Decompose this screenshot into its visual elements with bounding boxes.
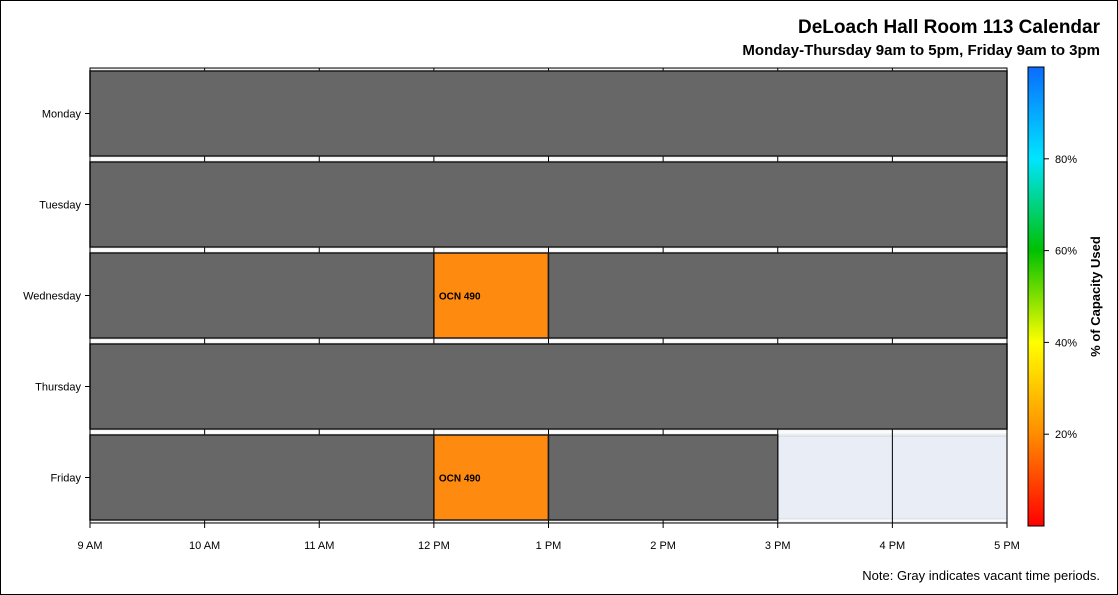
vacant-block (89, 70, 1008, 157)
vacant-block (89, 161, 1008, 248)
x-tick-label: 9 AM (77, 540, 102, 552)
y-tick-label: Thursday (35, 382, 81, 394)
chart-subtitle: Monday-Thursday 9am to 5pm, Friday 9am t… (742, 42, 1100, 59)
x-tick-label: 2 PM (650, 540, 676, 552)
x-tick-label: 10 AM (189, 540, 220, 552)
vacant-block (89, 252, 435, 339)
colorbar: 20% 40% 60% 80% % of Capacity Used (1027, 66, 1103, 527)
chart-title: DeLoach Hall Room 113 Calendar (798, 17, 1101, 38)
event-label: OCN 490 (439, 292, 481, 303)
x-tick-label: 11 AM (304, 540, 334, 552)
colorbar-ramp (1027, 66, 1045, 527)
y-tick-label: Monday (42, 109, 82, 121)
vacant-block (89, 434, 435, 521)
x-tick-label: 4 PM (880, 540, 906, 552)
chart-footnote: Note: Gray indicates vacant time periods… (862, 568, 1100, 583)
x-tick-label: 5 PM (994, 540, 1020, 552)
colorbar-title: % of Capacity Used (1088, 236, 1103, 357)
event-block (433, 434, 550, 521)
y-tick-label: Tuesday (39, 200, 81, 212)
vacant-block (547, 434, 779, 521)
vacant-block (547, 252, 1008, 339)
y-tick-label: Friday (50, 473, 81, 485)
event-block (433, 252, 550, 339)
colorbar-tick-label: 60% (1055, 246, 1077, 258)
colorbar-tick-label: 40% (1055, 337, 1077, 349)
x-tick-label: 1 PM (536, 540, 562, 552)
colorbar-tick-label: 20% (1055, 429, 1077, 441)
colorbar-tick-label: 80% (1055, 154, 1077, 166)
y-tick-label: Wednesday (23, 291, 81, 303)
plot-area: Monday Tuesday OCN 490 Wednesday Thursday OCN… (23, 67, 1020, 552)
x-tick-label: 3 PM (765, 540, 791, 552)
event-label: OCN 490 (439, 474, 481, 485)
x-tick-label: 12 PM (418, 540, 450, 552)
vacant-block (89, 343, 1008, 430)
